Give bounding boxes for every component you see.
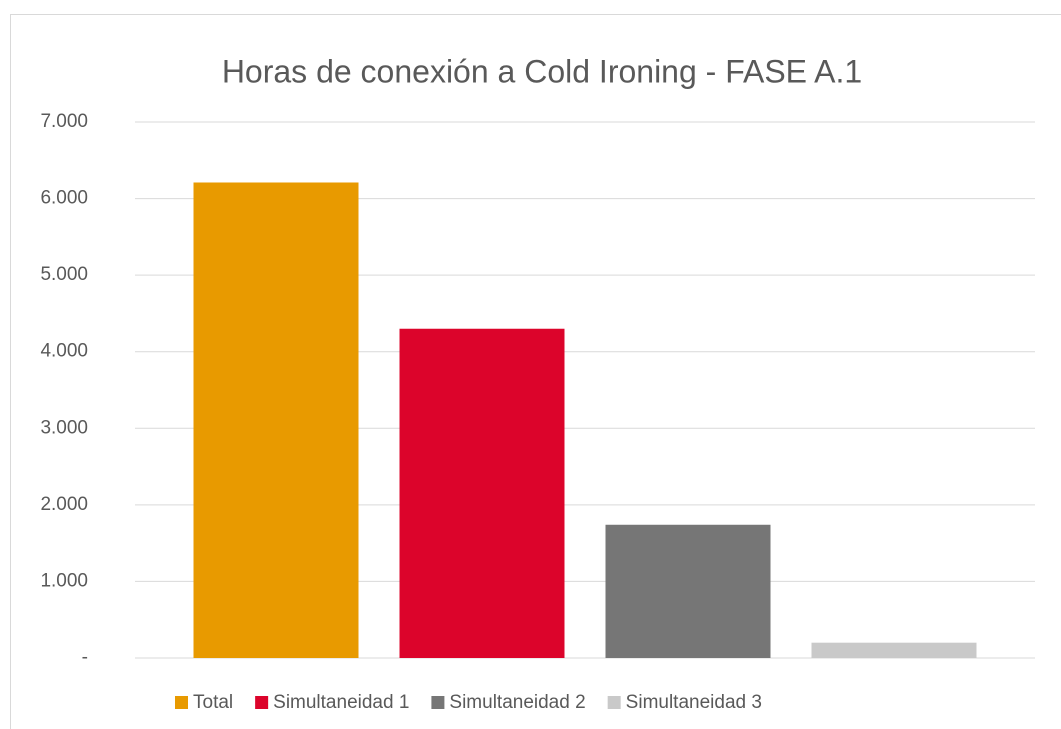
y-tick-label: 6.000 — [40, 188, 88, 209]
y-tick-label: - — [82, 647, 88, 668]
legend-swatch — [255, 696, 269, 709]
bar — [811, 642, 977, 658]
y-tick-label: 1.000 — [40, 570, 88, 591]
y-tick-label: 5.000 — [40, 264, 88, 285]
legend-label: Simultaneidad 2 — [449, 692, 585, 713]
y-tick-label: 2.000 — [40, 494, 88, 515]
y-tick-label: 4.000 — [40, 341, 88, 362]
y-tick-label: 7.000 — [40, 111, 88, 132]
legend-swatch — [607, 696, 621, 709]
chart-title: Horas de conexión a Cold Ironing - FASE … — [222, 53, 862, 89]
legend-swatch — [431, 696, 445, 709]
legend-label: Simultaneidad 1 — [273, 692, 409, 713]
bar — [605, 524, 771, 658]
y-tick-label: 3.000 — [40, 417, 88, 438]
legend-label: Simultaneidad 3 — [626, 692, 762, 713]
bar — [399, 328, 565, 658]
legend-swatch — [175, 696, 188, 709]
bar — [193, 182, 359, 658]
legend-label: Total — [193, 692, 233, 713]
